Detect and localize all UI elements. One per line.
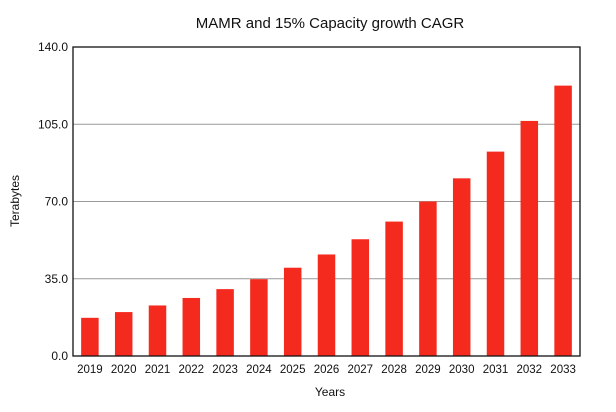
x-tick-label: 2031 — [483, 364, 509, 376]
bar-2029 — [419, 201, 437, 356]
chart-title: MAMR and 15% Capacity growth CAGR — [196, 15, 465, 32]
bar-2020 — [114, 312, 133, 356]
y-axis-label: Terabytes — [8, 175, 22, 227]
bar-2030 — [452, 178, 471, 356]
y-tick-label: 35.0 — [45, 272, 69, 286]
x-tick-label: 2026 — [314, 364, 340, 376]
bar-2023 — [216, 289, 234, 356]
bar-2021 — [148, 305, 167, 356]
x-tick-label: 2023 — [212, 364, 238, 376]
y-tick-label: 70.0 — [45, 195, 69, 209]
x-tick-label: 2024 — [246, 364, 272, 376]
x-tick-label: 2025 — [280, 364, 306, 376]
y-tick-label: 140.0 — [38, 40, 68, 54]
x-tick-label: 2029 — [415, 364, 441, 376]
bar-2024 — [250, 279, 268, 356]
x-tick-label: 2033 — [550, 364, 576, 376]
x-tick-label: 2028 — [381, 364, 407, 376]
bar-2033 — [554, 85, 572, 356]
bar-2022 — [182, 297, 201, 356]
x-tick-label: 2019 — [77, 364, 103, 376]
y-tick-label: 0.0 — [51, 349, 68, 363]
bar-2025 — [283, 267, 302, 356]
x-axis-label: Years — [315, 385, 345, 399]
bar-2028 — [385, 221, 403, 356]
x-tick-label: 2032 — [517, 364, 543, 376]
x-tick-label: 2020 — [111, 364, 137, 376]
bar-2019 — [81, 317, 99, 356]
bar-2026 — [317, 254, 336, 356]
plot-frame — [72, 46, 581, 357]
bar-2031 — [486, 151, 505, 356]
x-tick-label: 2027 — [348, 364, 374, 376]
x-tick-label: 2030 — [449, 364, 475, 376]
y-tick-label: 105.0 — [38, 117, 68, 131]
x-tick-label: 2022 — [179, 364, 205, 376]
x-tick-label: 2021 — [145, 364, 171, 376]
bar-2032 — [520, 120, 539, 356]
bar-2027 — [351, 239, 370, 356]
